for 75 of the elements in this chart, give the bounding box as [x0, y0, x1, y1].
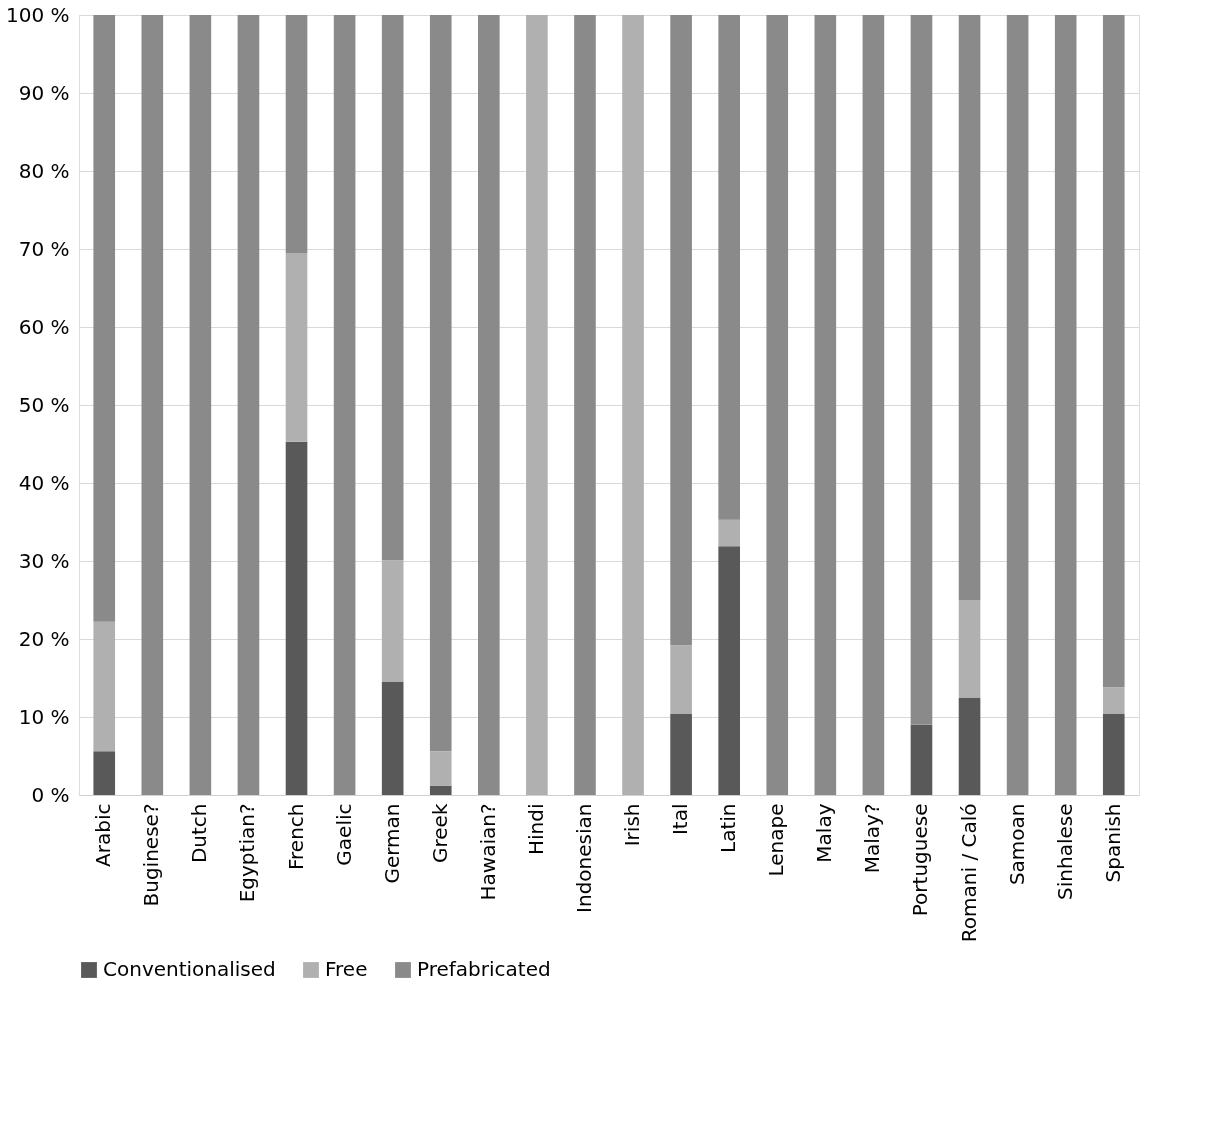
bar: [1102, 15, 1125, 688]
bar: [958, 15, 981, 600]
legend-label: Free: [325, 957, 368, 981]
y-tick-label: 30 %: [18, 548, 70, 573]
bar: [381, 560, 404, 682]
bar: [1006, 15, 1029, 795]
bar: [93, 621, 116, 752]
y-tick-label: 80 %: [18, 158, 70, 183]
x-tick-label: Arabic: [91, 803, 116, 867]
x-tick-label: Portuguese: [908, 803, 933, 917]
bar: [718, 15, 740, 520]
y-tick-label: 70 %: [18, 236, 70, 261]
legend-label: Conventionalised: [103, 957, 276, 981]
bar: [285, 252, 308, 442]
x-tick-label: Malay: [812, 803, 837, 863]
bar: [333, 15, 356, 795]
x-tick-label: Latin: [716, 803, 741, 853]
x-tick-label: French: [283, 803, 308, 870]
bar: [381, 15, 404, 561]
bar: [285, 15, 308, 253]
bar: [478, 15, 500, 795]
bar: [958, 697, 981, 795]
x-tick-label: Greek: [427, 803, 452, 863]
x-tick-label: Gaelic: [331, 803, 356, 866]
y-tick-label: 60 %: [18, 314, 70, 339]
x-tick-label: Indonesian: [571, 803, 596, 913]
x-tick-label: Malay?: [860, 803, 885, 874]
bar: [670, 713, 692, 795]
bar: [862, 15, 885, 795]
bar: [237, 15, 260, 795]
bar: [1102, 713, 1125, 795]
bar: [910, 15, 933, 725]
x-tick-label: German: [379, 803, 404, 884]
bar: [93, 751, 116, 795]
bar: [958, 600, 981, 698]
y-tick-label: 90 %: [18, 80, 70, 105]
y-tick-label: 10 %: [18, 704, 70, 729]
x-tick-label: Hindi: [523, 803, 548, 856]
bar: [718, 519, 740, 547]
bar: [622, 15, 644, 795]
bar: [429, 785, 452, 795]
x-tick-label: Sinhalese: [1052, 803, 1077, 900]
bar: [189, 15, 212, 795]
bar: [381, 681, 404, 795]
x-tick-label: Hawaian?: [475, 803, 500, 901]
bar: [1102, 687, 1125, 714]
x-tick-label: Buginese?: [139, 803, 164, 907]
legend-label: Prefabricated: [417, 957, 551, 981]
x-tick-label: Spanish: [1100, 803, 1125, 883]
y-tick-label: 50 %: [18, 392, 70, 417]
y-tick-label: 0 %: [31, 782, 70, 807]
bar: [526, 15, 548, 795]
bar: [141, 15, 164, 795]
y-tick-label: 20 %: [18, 626, 70, 651]
bar: [766, 15, 789, 795]
bar: [670, 15, 692, 646]
bar: [285, 441, 308, 795]
bar: [910, 724, 933, 795]
bar: [670, 645, 692, 714]
bar: [429, 15, 452, 752]
bar: [93, 15, 116, 622]
bar: [574, 15, 596, 795]
y-tick-label: 100 %: [5, 2, 70, 27]
bar: [814, 15, 837, 795]
x-tick-label: Dutch: [187, 803, 212, 864]
x-tick-label: Irish: [620, 803, 645, 847]
x-tick-label: Samoan: [1004, 803, 1029, 886]
bar: [429, 751, 452, 786]
x-tick-label: Romani / Caló: [956, 803, 981, 943]
bar: [1054, 15, 1077, 795]
x-tick-label: Ital: [668, 803, 693, 836]
y-tick-label: 40 %: [18, 470, 70, 495]
x-tick-label: Lenape: [764, 803, 789, 877]
bar: [718, 546, 740, 795]
x-tick-label: Egyptian?: [235, 803, 260, 903]
